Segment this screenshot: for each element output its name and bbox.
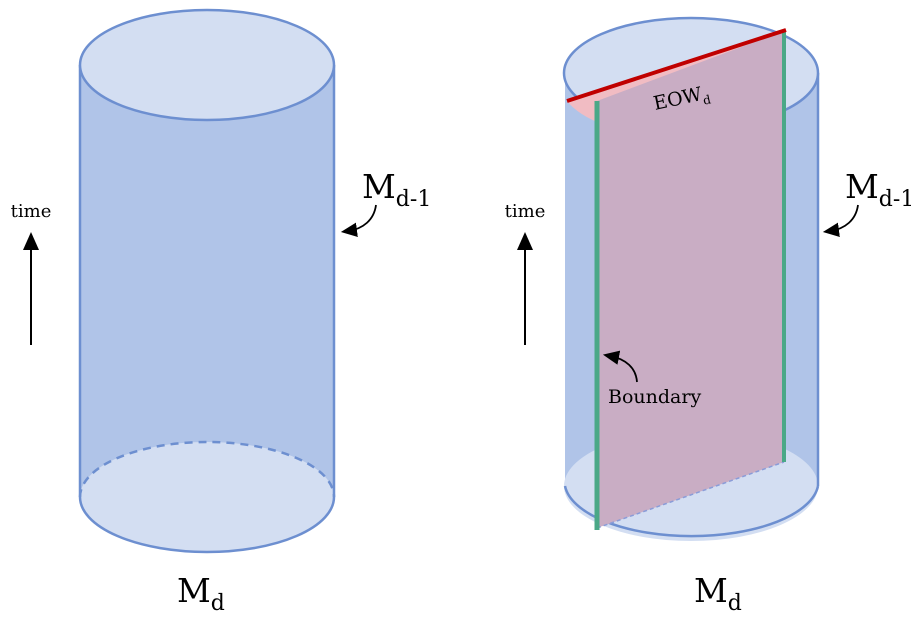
- left-boundary-pointer-arrow: [340, 204, 377, 237]
- right-boundary-manifold-label: Md-1: [845, 167, 911, 212]
- left-time-label: time: [11, 201, 52, 222]
- left-bulk-manifold-label: Md: [177, 571, 225, 616]
- left-bottom-front-outline: [78, 496, 336, 554]
- left-cylinder: [78, 8, 336, 554]
- boundary-label: Boundary: [608, 386, 701, 408]
- boundary-pointer-arrow: [602, 350, 638, 383]
- right-bulk-manifold-label: Md: [694, 571, 742, 616]
- left-top-cap: [78, 8, 336, 122]
- right-cylinder: [562, 16, 820, 541]
- left-boundary-manifold-label: Md-1: [362, 167, 431, 212]
- right-boundary-pointer-arrow: [822, 204, 859, 237]
- right-time-label: time: [505, 201, 546, 222]
- eow-region: [597, 31, 784, 528]
- eow-bottom-dashed-edge: [596, 461, 785, 529]
- left-bottom-cap: [80, 442, 334, 552]
- eow-top-edge: [566, 28, 787, 103]
- right-bottom-front-outline: [563, 485, 820, 538]
- left-bottom-back-dashed: [78, 440, 336, 498]
- left-cylinder-body: [80, 65, 334, 497]
